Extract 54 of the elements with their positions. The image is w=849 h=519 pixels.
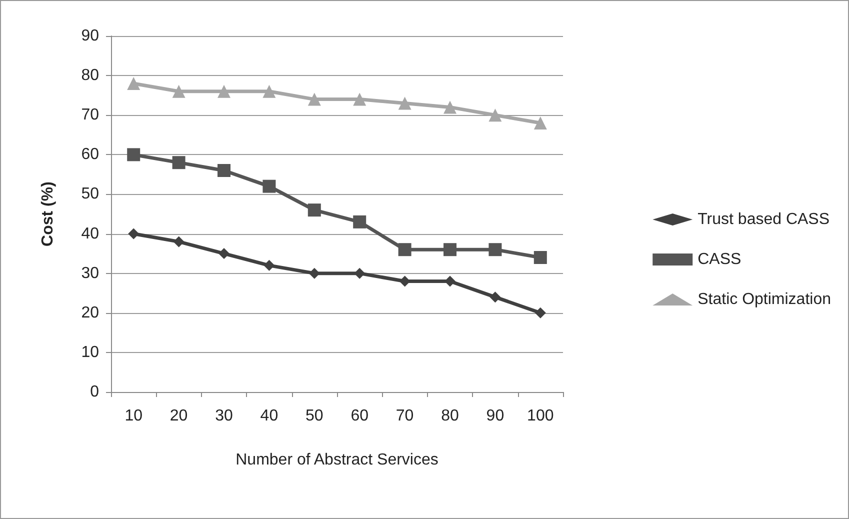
point	[488, 108, 502, 122]
x-tick-label: 100	[527, 408, 554, 424]
point	[127, 76, 140, 90]
point	[262, 180, 276, 193]
y-tick-label: 90	[81, 28, 100, 44]
point	[444, 100, 456, 114]
y-tick-label: 20	[81, 304, 100, 322]
y-tick-label: 60	[81, 146, 100, 164]
legend-label: Static Optimization	[698, 291, 832, 308]
x-tick-label: 30	[215, 408, 233, 424]
point	[490, 292, 501, 303]
y-axis-title: Cost (%)	[40, 182, 56, 246]
x-tick-label: 80	[441, 408, 459, 424]
legend-label: CASS	[698, 251, 742, 268]
x-tick-label: 50	[306, 408, 324, 424]
point	[127, 148, 140, 162]
y-tick-label: 30	[81, 264, 100, 282]
point	[398, 96, 412, 110]
x-axis-title: Number of Abstract Services	[236, 452, 438, 468]
point	[308, 268, 320, 279]
y-tick-label: 0	[90, 384, 100, 400]
y-tick-label: 10	[81, 344, 100, 361]
point	[354, 268, 366, 279]
point	[218, 84, 230, 98]
y-tick-label: 70	[81, 106, 100, 124]
point	[534, 307, 546, 318]
point	[353, 215, 366, 228]
point	[444, 243, 456, 256]
y-tick-label: 50	[81, 186, 100, 203]
point	[218, 164, 230, 177]
x-tick-label: 60	[350, 408, 369, 424]
point	[534, 116, 547, 130]
point	[172, 156, 186, 170]
y-tick-label: 40	[81, 225, 100, 242]
point	[444, 276, 456, 287]
point	[218, 248, 230, 260]
legend-label: Trust based CASS	[698, 211, 830, 228]
point	[128, 228, 140, 240]
point	[488, 243, 502, 256]
point	[262, 84, 276, 98]
point	[398, 243, 412, 256]
point	[308, 92, 321, 106]
x-tick-label: 90	[486, 408, 504, 424]
x-tick-label: 40	[260, 408, 278, 424]
x-tick-label: 10	[124, 408, 143, 424]
point	[173, 236, 184, 248]
x-tick-label: 20	[170, 408, 188, 424]
point	[264, 260, 275, 271]
point	[353, 92, 366, 106]
x-tick-label: 70	[396, 408, 414, 424]
y-tick-label: 80	[81, 67, 100, 84]
point	[172, 84, 186, 98]
point	[534, 251, 547, 264]
point	[308, 204, 321, 217]
